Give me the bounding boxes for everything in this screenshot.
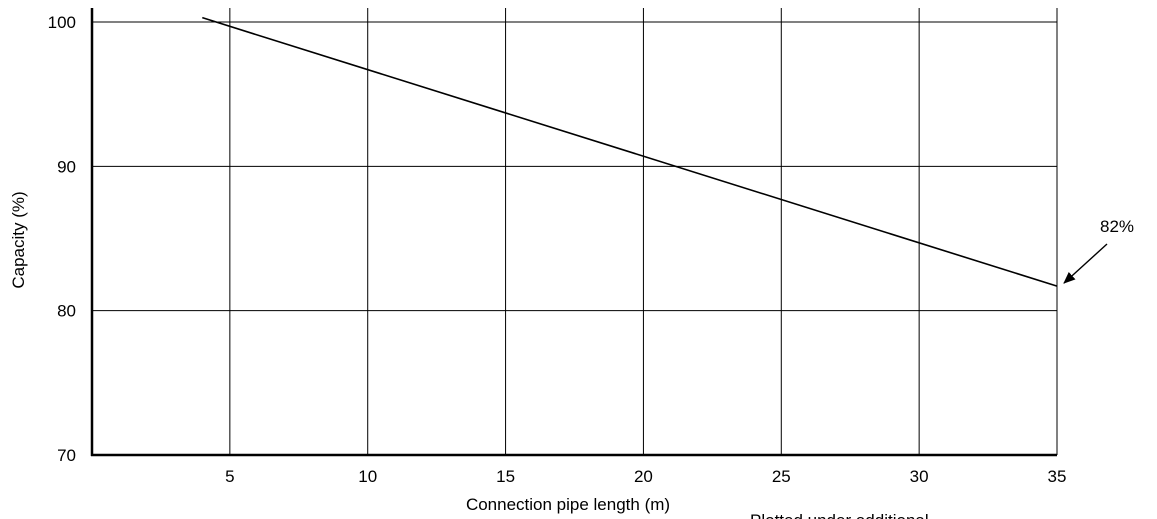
annotations: 82% [1063,217,1134,284]
x-tick-label: 25 [772,467,791,486]
y-tick-label: 100 [48,13,76,32]
y-axis-label: Capacity (%) [9,191,28,288]
x-tick-label: 35 [1048,467,1067,486]
y-tick-label: 80 [57,302,76,321]
data-series [202,16,1058,287]
x-axis-label: Connection pipe length (m) [466,495,670,514]
x-tick-label: 15 [496,467,515,486]
x-tick-label: 10 [358,467,377,486]
axes [90,8,1057,457]
series-line [202,16,1058,287]
x-tick-label: 5 [225,467,234,486]
annotation-arrow [1063,243,1108,284]
footnote-text: Plotted under additional [750,511,929,519]
x-tick-labels: 5 10 15 20 25 30 35 [225,467,1066,486]
x-tick-label: 30 [910,467,929,486]
y-tick-label: 70 [57,446,76,465]
annotation-label: 82% [1100,217,1134,236]
x-tick-label: 20 [634,467,653,486]
y-tick-label: 90 [57,157,76,176]
y-tick-labels: 70 80 90 100 [48,13,76,465]
grid-lines [92,8,1058,455]
